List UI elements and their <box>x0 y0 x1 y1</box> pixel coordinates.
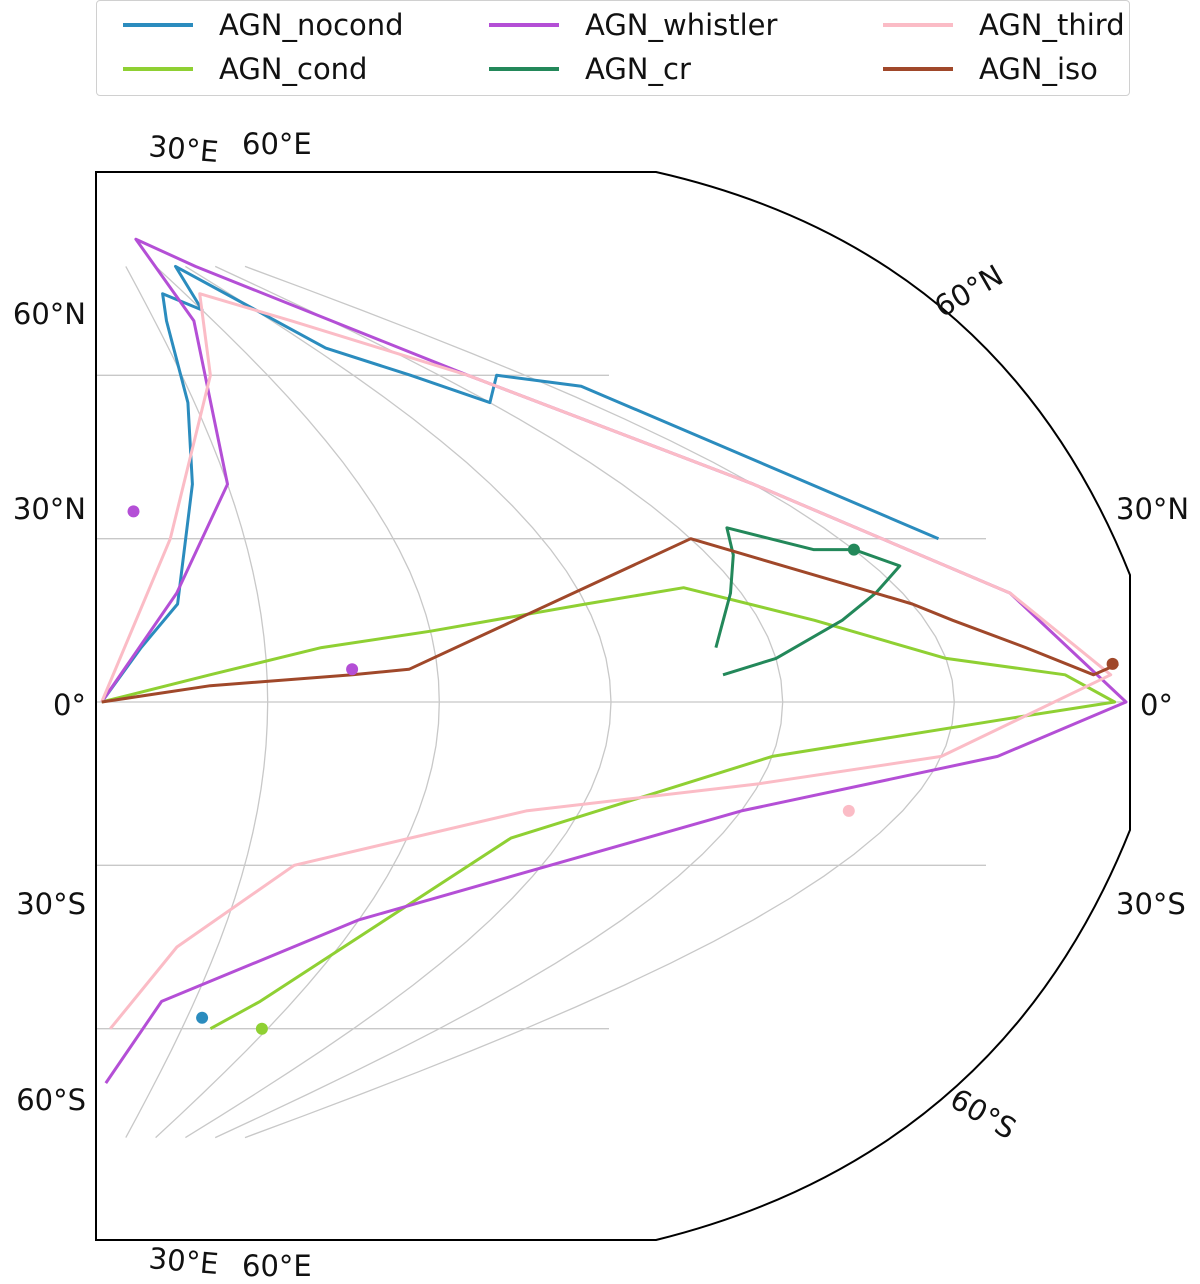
graticule <box>96 265 1124 1139</box>
legend-swatch <box>883 23 953 27</box>
end-marker-agn-nocond <box>196 1011 209 1024</box>
legend-swatch <box>489 67 559 71</box>
series-line-agn-cond <box>101 586 1117 1031</box>
lat-tick-left: 0° <box>53 688 86 722</box>
series-layer <box>100 237 1128 1084</box>
legend-item-agn-whistler: AGN_whistler <box>489 5 777 45</box>
graticule-meridian <box>244 265 955 1139</box>
legend-swatch <box>123 23 193 27</box>
lon-tick-top: 60°E <box>242 127 312 161</box>
end-marker-agn-third <box>842 804 855 817</box>
series-line-agn-cr <box>714 526 902 677</box>
end-markers <box>127 505 1119 1035</box>
legend-label: AGN_whistler <box>585 8 778 42</box>
end-marker-agn-whistler <box>127 505 140 518</box>
series-line-agn-third <box>100 292 1113 1030</box>
legend-item-agn-cond: AGN_cond <box>123 49 367 89</box>
lat-tick-left: 60°S <box>16 1083 86 1117</box>
legend-label: AGN_third <box>979 8 1125 42</box>
legend-label: AGN_iso <box>979 52 1098 86</box>
lat-tick-left: 30°N <box>13 492 86 526</box>
lon-tick-bottom: 30°E <box>147 1241 219 1281</box>
lat-tick-edge: 60°N <box>929 258 1009 324</box>
lat-tick-right: 0° <box>1140 688 1173 722</box>
legend-label: AGN_nocond <box>219 8 404 42</box>
legend-label: AGN_cond <box>219 52 368 86</box>
legend-item-agn-nocond: AGN_nocond <box>123 5 404 45</box>
end-marker-agn-cr <box>847 543 860 556</box>
lat-tick-edge: 60°S <box>945 1082 1022 1146</box>
legend-swatch <box>883 67 953 71</box>
lon-tick-bottom: 60°E <box>242 1249 312 1283</box>
end-marker-agn-cond <box>255 1022 268 1035</box>
legend-label: AGN_cr <box>585 52 691 86</box>
map-frame <box>95 171 1131 1241</box>
lat-tick-right: 30°N <box>1116 492 1189 526</box>
series-line-agn-iso <box>101 537 1119 704</box>
legend-item-agn-third: AGN_third <box>883 5 1125 45</box>
lon-tick-top: 30°E <box>147 129 219 169</box>
lat-tick-right: 30°S <box>1116 887 1186 921</box>
legend-swatch <box>489 23 559 27</box>
legend: AGN_nocond AGN_cond AGN_whistler AGN_cr … <box>96 0 1130 96</box>
legend-swatch <box>123 67 193 71</box>
end-marker-agn-iso <box>1106 657 1119 670</box>
lat-tick-left: 60°N <box>13 297 86 331</box>
legend-item-agn-iso: AGN_iso <box>883 49 1098 89</box>
graticule-meridian <box>214 265 784 1139</box>
graticule-meridian <box>185 265 612 1139</box>
lat-tick-left: 30°S <box>16 887 86 921</box>
legend-item-agn-cr: AGN_cr <box>489 49 691 89</box>
end-marker-agn-whistler <box>346 663 359 676</box>
graticule-meridian <box>125 266 269 1138</box>
graticule-meridian <box>155 265 440 1139</box>
